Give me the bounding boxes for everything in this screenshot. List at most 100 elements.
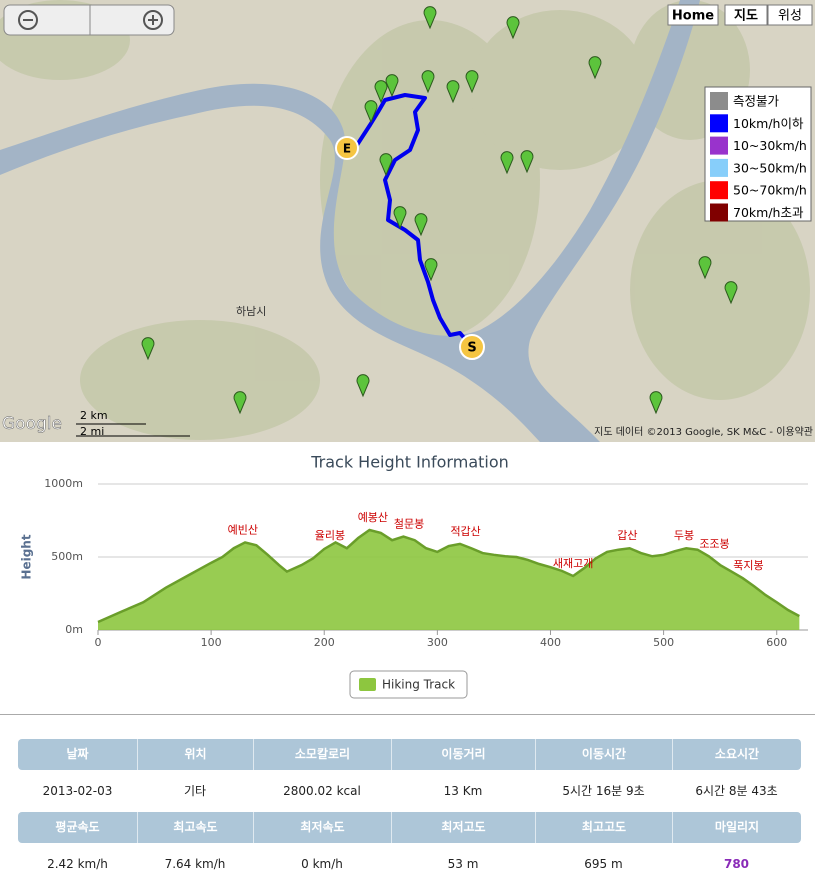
x-tick-label: 500 — [653, 636, 674, 649]
zoom-out[interactable] — [18, 10, 38, 30]
scale-mi: 2 mi — [80, 425, 104, 438]
start-label: S — [467, 341, 476, 356]
map-type-button[interactable] — [767, 4, 813, 26]
legend-swatch — [710, 203, 728, 222]
scale-km: 2 km — [80, 409, 108, 422]
map-type-button[interactable] — [724, 4, 768, 26]
waypoint-pin[interactable] — [374, 80, 388, 104]
legend-label: 측정불가 — [733, 94, 780, 109]
header-cell: 이동시간 — [535, 739, 672, 770]
legend-swatch — [710, 114, 728, 133]
waypoint-pin[interactable] — [506, 16, 520, 40]
header-cell: 최저속도 — [253, 812, 391, 843]
value-cell: 2013-02-03 — [42, 784, 113, 798]
legend-label: 10~30km/h — [733, 138, 807, 153]
header-cell: 마일리지 — [672, 812, 801, 843]
peak-label: 예빈산 — [228, 523, 258, 536]
header-row: 평균속도 최고속도 최저속도 최저고도 최고고도 마일리지 — [18, 812, 801, 843]
waypoint-pin[interactable] — [414, 213, 428, 237]
x-tick-label: 600 — [766, 636, 787, 649]
legend-swatch — [710, 181, 728, 200]
header-cell: 최고고도 — [535, 812, 672, 843]
height-chart: Track Height Information Height 0m 500m 10… — [0, 453, 815, 715]
waypoint-pin[interactable] — [423, 6, 437, 30]
legend-box[interactable] — [349, 670, 468, 699]
header-cell: 이동거리 — [391, 739, 535, 770]
value-cell: 53 m — [447, 857, 479, 871]
x-tick-label: 200 — [314, 636, 335, 649]
waypoint-pin[interactable] — [421, 70, 435, 94]
waypoint-pin[interactable] — [364, 100, 378, 124]
waypoint-pin[interactable] — [588, 56, 602, 80]
value-cell[interactable]: 780 — [723, 857, 750, 871]
legend-label: 70km/h초과 — [733, 205, 804, 220]
waypoint-pin[interactable] — [141, 337, 155, 361]
value-cell: 7.64 km/h — [164, 857, 226, 871]
value-cell: 2.42 km/h — [47, 857, 108, 871]
legend-swatch — [710, 136, 728, 155]
start-marker[interactable] — [459, 334, 485, 360]
waypoint-pin[interactable] — [649, 391, 663, 415]
river — [0, 0, 700, 442]
x-tick-label: 400 — [540, 636, 561, 649]
value-row: 2.42 km/h 7.64 km/h 0 km/h 53 m 695 m 780 — [18, 843, 801, 885]
legend-swatch[interactable] — [359, 678, 376, 691]
header-cell: 소모칼로리 — [253, 739, 391, 770]
peak-label: 예봉산 — [358, 511, 388, 524]
map-type-button[interactable] — [667, 4, 719, 26]
peak-label: 두봉 — [674, 529, 694, 542]
waypoint-pin[interactable] — [446, 80, 460, 104]
waypoint-pin[interactable] — [698, 256, 712, 280]
google-logo: Google — [2, 414, 62, 434]
waypoint-pin[interactable] — [424, 258, 438, 282]
attribution: 지도 데이터 ©2013 Google, SK M&C - 이용약관 — [594, 426, 813, 438]
waypoint-pin[interactable] — [393, 206, 407, 230]
value-cell: 6시간 8분 43초 — [695, 784, 778, 798]
value-cell: 2800.02 kcal — [283, 784, 361, 798]
waypoint-pin[interactable] — [724, 281, 738, 305]
waypoint-pin[interactable] — [500, 151, 514, 175]
x-tick-label: 0 — [95, 636, 102, 649]
y-tick-label: 0m — [65, 623, 83, 636]
legend-label[interactable]: Hiking Track — [382, 678, 455, 692]
area — [98, 529, 800, 630]
zoom-in[interactable] — [143, 10, 163, 30]
x-tick-label: 100 — [201, 636, 222, 649]
map-type-label: 지도 — [734, 9, 758, 24]
value-cell: 13 Km — [443, 784, 483, 798]
waypoint-pin[interactable] — [385, 74, 399, 98]
value-cell: 5시간 16분 9초 — [562, 784, 645, 798]
y-axis-label: Height — [20, 534, 34, 579]
track-line — [344, 93, 474, 349]
legend-label: 30~50km/h — [733, 160, 807, 175]
x-tick-label: 300 — [427, 636, 448, 649]
waypoint-pin[interactable] — [233, 391, 247, 415]
legend-swatch — [710, 92, 728, 110]
city-label: 하남시 — [236, 304, 266, 318]
legend-swatch — [710, 158, 728, 177]
header-cell: 평균속도 — [55, 820, 100, 834]
y-tick-label: 500m — [51, 550, 83, 563]
waypoint-pin[interactable] — [379, 153, 393, 177]
peak-label: 갑산 — [617, 529, 637, 542]
header-cell: 최저고도 — [391, 812, 535, 843]
value-cell: 기타 — [183, 784, 207, 798]
end-marker[interactable] — [335, 136, 359, 160]
y-tick-label: 1000m — [44, 477, 83, 490]
end-label: E — [343, 142, 351, 156]
peak-label: 푹지봉 — [733, 559, 763, 572]
waypoint-pin[interactable] — [465, 70, 479, 94]
header-row: 날짜 위치 소모칼로리 이동거리 이동시간 소요시간 — [18, 739, 801, 770]
peak-label: 율리봉 — [315, 529, 345, 542]
chart-title: Track Height Information — [310, 453, 509, 472]
map-type-label: 위성 — [778, 9, 802, 24]
waypoint-pin[interactable] — [520, 150, 534, 174]
waypoint-pin[interactable] — [356, 374, 370, 398]
header-cell: 위치 — [137, 739, 253, 770]
map: E S 하남시 Home 지도 위성 측정불가 10km/h이하 10~30km/h 30… — [0, 0, 815, 442]
peak-label: 조조봉 — [699, 537, 729, 550]
peak-label: 새재고개 — [553, 557, 593, 570]
header-cell: 최고속도 — [137, 812, 253, 843]
value-cell: 695 m — [584, 857, 623, 871]
